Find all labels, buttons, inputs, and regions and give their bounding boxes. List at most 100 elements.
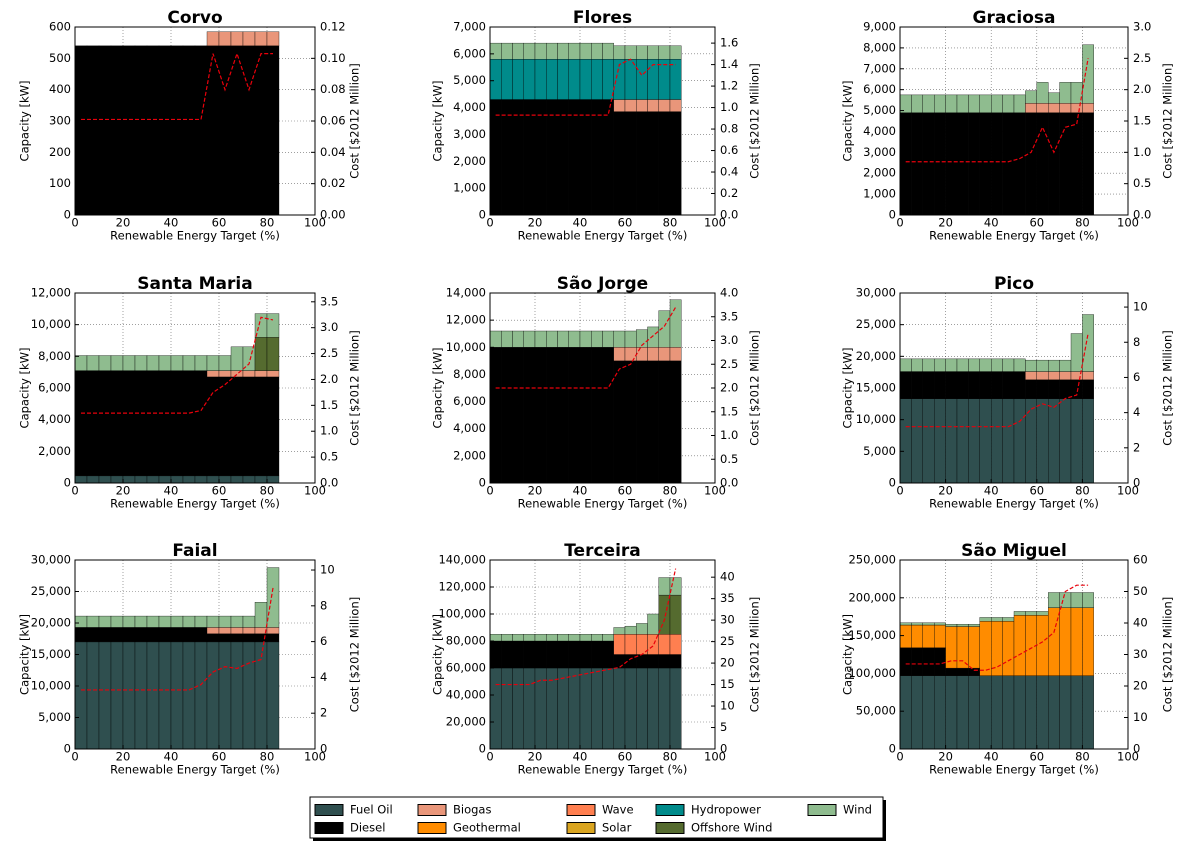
y2-tick-label: 0 (1133, 742, 1140, 756)
y2-tick-label: 0.4 (720, 165, 738, 179)
y-tick-label: 20,000 (31, 616, 71, 630)
bar-segment (1059, 379, 1072, 399)
bar-segment (945, 94, 958, 113)
bar-segment (636, 360, 648, 483)
bar-segment (968, 675, 980, 749)
bar-segment (254, 475, 268, 483)
bar-segment (956, 624, 969, 627)
y-tick-label: 50,000 (856, 704, 896, 718)
y2-tick-label: 2 (320, 706, 327, 720)
bar-segment (1025, 379, 1037, 399)
y2-tick-label: 0.5 (320, 450, 338, 464)
y-tick-label: 120,000 (438, 580, 486, 594)
bar-segment (647, 99, 659, 112)
bar-segment (242, 627, 256, 634)
bar-segment (490, 99, 502, 215)
bar-segment (911, 112, 923, 215)
bar-segment (146, 627, 160, 643)
bar-segment (1025, 359, 1037, 372)
bar-segment (602, 42, 614, 60)
bar-segment (658, 59, 671, 100)
bar-segment (900, 624, 912, 648)
bar-segment (945, 371, 958, 399)
bar-segment (242, 376, 256, 477)
bar-segment (134, 45, 148, 215)
bar-segment (194, 615, 208, 628)
x-tick-label: 0 (486, 484, 493, 498)
bar-segment (534, 42, 547, 60)
x-tick-label: 0 (71, 750, 78, 764)
y-tick-label: 12,000 (446, 313, 486, 327)
y2-tick-label: 50 (1133, 584, 1148, 598)
y-tick-label: 25,000 (856, 317, 896, 331)
bar-segment (534, 59, 547, 100)
y2-tick-label: 25 (720, 634, 735, 648)
bar-segment (206, 31, 220, 46)
bar-segment (490, 59, 502, 100)
bar-segment (122, 641, 136, 749)
y-tick-label: 20,000 (446, 715, 486, 729)
bar-segment (613, 627, 626, 635)
bar-segment (230, 615, 244, 628)
bar-segment (647, 347, 659, 362)
bar-segment (647, 360, 659, 483)
y2-tick-label: 0.04 (320, 145, 346, 159)
bar-segment (613, 347, 626, 362)
bar-segment (900, 94, 912, 113)
x-tick-label: 20 (528, 484, 543, 498)
bar-segment (900, 371, 912, 399)
x-tick-label: 40 (984, 750, 999, 764)
bar-segment (568, 330, 581, 348)
y-tick-label: 100 (49, 176, 71, 190)
y2-tick-label: 10 (1133, 710, 1148, 724)
bar-segment (934, 398, 946, 483)
bar-segment (1002, 371, 1015, 399)
bar-segment (979, 398, 992, 483)
bar-segment (568, 667, 581, 749)
x-tick-label: 100 (1117, 484, 1139, 498)
bar-segment (579, 99, 592, 215)
bar-segment (922, 112, 935, 215)
bar-segment (254, 641, 268, 749)
bar-segment (624, 634, 637, 655)
bar-segment (602, 59, 614, 100)
bar-segment (218, 633, 232, 643)
y-tick-label: 140,000 (438, 553, 486, 567)
x-axis-label: Renewable Energy Target (%) (110, 763, 280, 777)
bar-segment (534, 347, 547, 483)
bar-segment (991, 617, 1003, 622)
bar-segment (900, 647, 912, 676)
x-tick-label: 80 (663, 484, 678, 498)
bar-segment (579, 634, 592, 642)
panel: 0 20 40 60 80 100 0 2,000 4,000 6,000 8,000 10,000 1… (18, 274, 362, 511)
bar-segment (110, 627, 124, 643)
y-tick-label: 100,000 (848, 666, 896, 680)
bar-segment (206, 45, 220, 215)
bar-segment (956, 626, 969, 669)
bar-segment (122, 475, 136, 483)
bar-segment (1059, 359, 1072, 372)
bar-segment (1036, 82, 1049, 104)
bar-segment (1013, 398, 1026, 483)
panel: 0 20 40 60 80 100 0 2,000 4,000 6,000 8,000 10,000 1… (431, 274, 762, 511)
y2-tick-label: 8 (320, 598, 327, 612)
bar-segment (1013, 611, 1026, 616)
bar-segment (98, 355, 112, 371)
bar-segment (110, 355, 124, 371)
bar-segment (1048, 103, 1060, 113)
bar-segment (1070, 398, 1083, 483)
bar-segment (512, 99, 524, 215)
bar-segment (956, 667, 969, 676)
bar-segment (968, 624, 980, 627)
bar-segment (669, 59, 682, 100)
y-tick-label: 500 (49, 51, 71, 65)
y-tick-label: 10,000 (446, 340, 486, 354)
y-tick-label: 0 (64, 208, 71, 222)
bar-segment (490, 667, 502, 749)
x-tick-label: 80 (663, 750, 678, 764)
x-tick-label: 100 (304, 750, 326, 764)
y2-axis-label: Cost [$2012 Million] (1161, 597, 1175, 712)
bar-segment (922, 371, 935, 399)
bar-segment (911, 624, 923, 648)
bar-segment (624, 111, 637, 215)
